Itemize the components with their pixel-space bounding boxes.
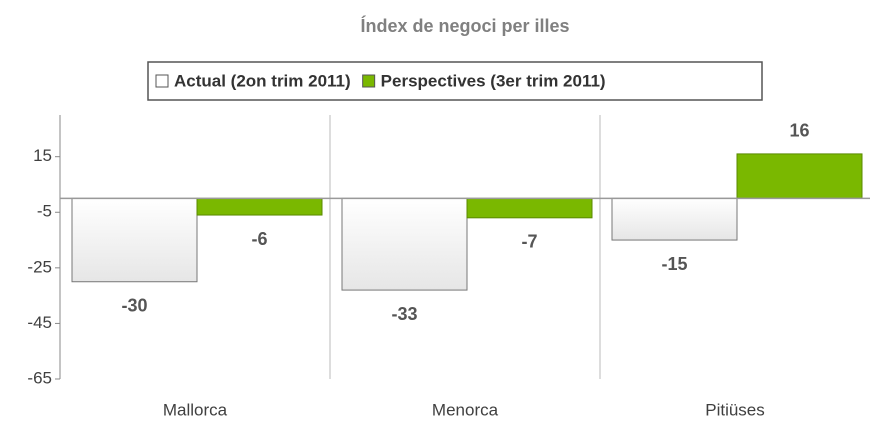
legend-label: Actual (2on trim 2011) [174, 71, 351, 90]
data-label: -15 [661, 254, 687, 274]
legend-label: Perspectives (3er trim 2011) [381, 71, 606, 90]
x-tick-label: Pitiüses [705, 400, 765, 419]
bar [611, 197, 738, 241]
bar [466, 197, 593, 219]
legend-swatch [155, 74, 169, 88]
bar [196, 197, 323, 216]
data-label: -6 [251, 229, 267, 249]
data-label: -30 [121, 295, 147, 315]
x-tick-label: Menorca [432, 400, 499, 419]
y-tick-label: -5 [37, 202, 52, 221]
data-label: -7 [521, 232, 537, 252]
bar [341, 197, 468, 291]
bar [736, 153, 863, 199]
y-tick-label: -65 [27, 368, 52, 387]
x-tick-label: Mallorca [163, 400, 228, 419]
y-tick-label: -25 [27, 257, 52, 276]
y-tick-label: 15 [33, 146, 52, 165]
bar [71, 197, 198, 283]
data-label: 16 [789, 121, 809, 141]
y-tick-label: -45 [27, 313, 52, 332]
legend-swatch [362, 74, 376, 88]
legend-box [147, 61, 763, 101]
chart-title: Índex de negoci per illes [360, 15, 569, 36]
data-label: -33 [391, 304, 417, 324]
